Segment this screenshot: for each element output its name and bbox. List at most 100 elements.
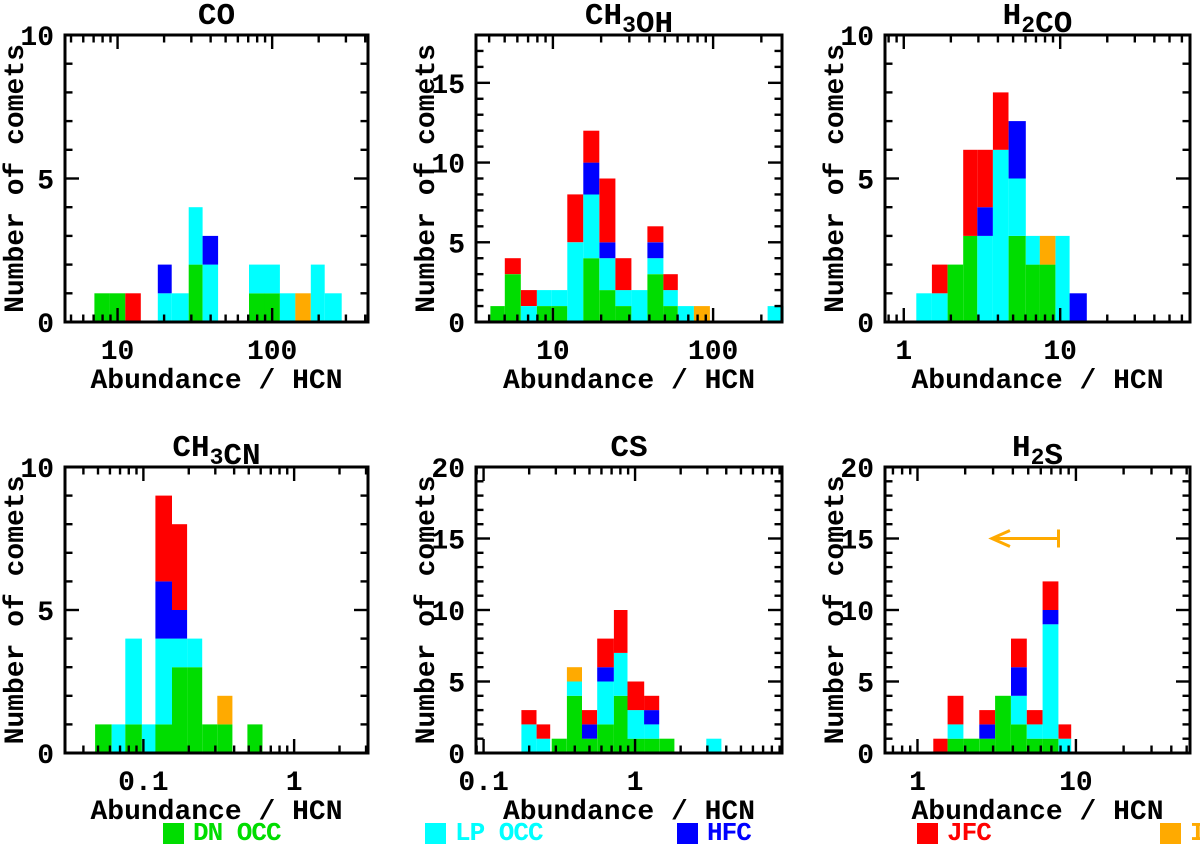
- bar-segment-lpocc: [141, 724, 156, 753]
- legend-swatch-ic: [1160, 822, 1181, 844]
- bar-segment-lpocc: [187, 638, 203, 668]
- x-axis-label: Abundance / HCN: [503, 366, 755, 397]
- legend-swatch-dnocc: [163, 822, 184, 844]
- bar-segment-lpocc: [615, 290, 632, 306]
- upper-limit-arrow: [988, 529, 1060, 548]
- x-tick-label: 100: [688, 337, 738, 368]
- bar-segment-dnocc: [249, 293, 265, 322]
- panel-title: CS: [610, 431, 647, 466]
- bar-segment-jfc: [172, 524, 188, 610]
- bar-segment-dnocc: [1026, 738, 1043, 753]
- y-tick-label: 10: [20, 23, 54, 54]
- plot-frame: [474, 33, 784, 324]
- x-tick-label: 10: [1059, 768, 1093, 799]
- bar-segment-jfc: [567, 194, 584, 243]
- panel-title: H2CO: [1003, 0, 1073, 42]
- y-tick-label: 10: [431, 598, 465, 629]
- bar-segment-dnocc: [264, 293, 280, 322]
- y-axis-label: Number of comets: [1, 44, 32, 313]
- bar-segment-dnocc: [613, 695, 628, 753]
- bar-segment-lpocc: [631, 290, 648, 322]
- panel-h2s: 1 10 0 5 10 15 20 H2S Abundance / HCN Number of c…: [821, 431, 1192, 828]
- bar-segment-hfc: [1008, 121, 1026, 179]
- bar-segment-jfc: [647, 226, 664, 243]
- y-tick-label: 10: [431, 151, 465, 182]
- bar-segment-ic: [217, 695, 233, 725]
- bar-segment-dnocc: [583, 258, 600, 322]
- bar-segment-dnocc: [615, 306, 632, 322]
- x-tick-label: 10: [101, 337, 135, 368]
- y-tick-label: 5: [857, 167, 874, 198]
- bar-segment-dnocc: [247, 724, 263, 753]
- bar-segment-dnocc: [187, 667, 203, 753]
- bar-segment-lpocc: [706, 738, 722, 753]
- panel-title: CO: [198, 0, 235, 34]
- bar-segment-jfc: [615, 258, 632, 291]
- bar-segment-jfc: [663, 274, 678, 291]
- bar-segment-jfc: [979, 710, 996, 725]
- bar-segment-dnocc: [995, 695, 1011, 753]
- x-axis-label: Abundance / HCN: [90, 366, 342, 397]
- bar-segment-lpocc: [1008, 178, 1026, 236]
- bar-segment-dnocc: [963, 738, 980, 753]
- bar-segment-jfc: [520, 290, 537, 306]
- x-tick-label: 1: [895, 337, 912, 368]
- bar-segment-jfc: [977, 149, 993, 208]
- bar-segment-lpocc: [551, 290, 568, 306]
- legend: DN OCC LP OCC HFC JFC IC: [0, 818, 1200, 848]
- bar-segment-lpocc: [171, 293, 189, 322]
- bar-segment-lpocc: [1025, 235, 1040, 265]
- bar-segment-hfc: [157, 264, 172, 294]
- bar-segment-lpocc: [1042, 624, 1059, 739]
- bar-segment-lpocc: [1055, 235, 1070, 322]
- y-tick-label: 5: [37, 167, 54, 198]
- y-tick-label: 0: [857, 741, 874, 772]
- bar-segment-dnocc: [599, 290, 616, 322]
- legend-label: HFC: [707, 818, 752, 848]
- legend-item-jfc: JFC: [917, 818, 992, 848]
- bar-segment-lpocc: [567, 242, 584, 322]
- bar-segment-lpocc: [931, 293, 948, 322]
- bar-segment-dnocc: [1025, 264, 1040, 322]
- bar-segment-jfc: [599, 178, 616, 243]
- bar-segment-lpocc: [566, 681, 582, 696]
- panel-title: H2S: [1012, 431, 1063, 474]
- bar-segment-hfc: [644, 710, 660, 725]
- bar-segment-hfc: [647, 242, 664, 259]
- bar-segment-dnocc: [109, 293, 126, 322]
- y-axis-label: Number of comets: [1, 476, 32, 745]
- y-tick-label: 10: [840, 598, 874, 629]
- x-tick-label: 1: [286, 768, 303, 799]
- x-tick-label: 0.1: [118, 768, 168, 799]
- bar-segment-lpocc: [677, 306, 694, 322]
- x-axis-label: Abundance / HCN: [503, 797, 755, 828]
- panel-co: 10 100 0 5 10 CO Abundance / HCN Number of come…: [1, 0, 370, 397]
- bar-segment-lpocc: [155, 638, 172, 725]
- bar-segment-hfc: [597, 667, 614, 682]
- bar-segment-dnocc: [963, 235, 978, 322]
- y-tick-label: 5: [37, 598, 54, 629]
- bar-segment-ic: [1039, 235, 1056, 265]
- bar-segment-dnocc: [551, 738, 567, 753]
- legend-swatch-jfc: [917, 822, 938, 844]
- bar-segment-hfc: [1011, 667, 1027, 696]
- bar-segment-jfc: [1026, 710, 1043, 725]
- bar-segment-ic: [295, 293, 311, 322]
- bar-segment-dnocc: [1008, 235, 1026, 322]
- plot-frame: [63, 465, 370, 755]
- bar-segment-dnocc: [647, 274, 664, 322]
- bar-segment-lpocc: [1026, 724, 1043, 739]
- bar-segment-lpocc: [264, 264, 280, 294]
- bar-segment-lpocc: [111, 724, 126, 753]
- bar-segment-jfc: [582, 710, 598, 725]
- bar-segment-dnocc: [979, 738, 996, 753]
- bar-segment-dnocc: [94, 293, 110, 322]
- bar-segment-hfc: [155, 581, 172, 639]
- x-tick-label: 1: [627, 768, 644, 799]
- bar-segment-dnocc: [95, 724, 112, 753]
- bar-segment-jfc: [597, 638, 614, 668]
- bar-segment-lpocc: [647, 258, 664, 275]
